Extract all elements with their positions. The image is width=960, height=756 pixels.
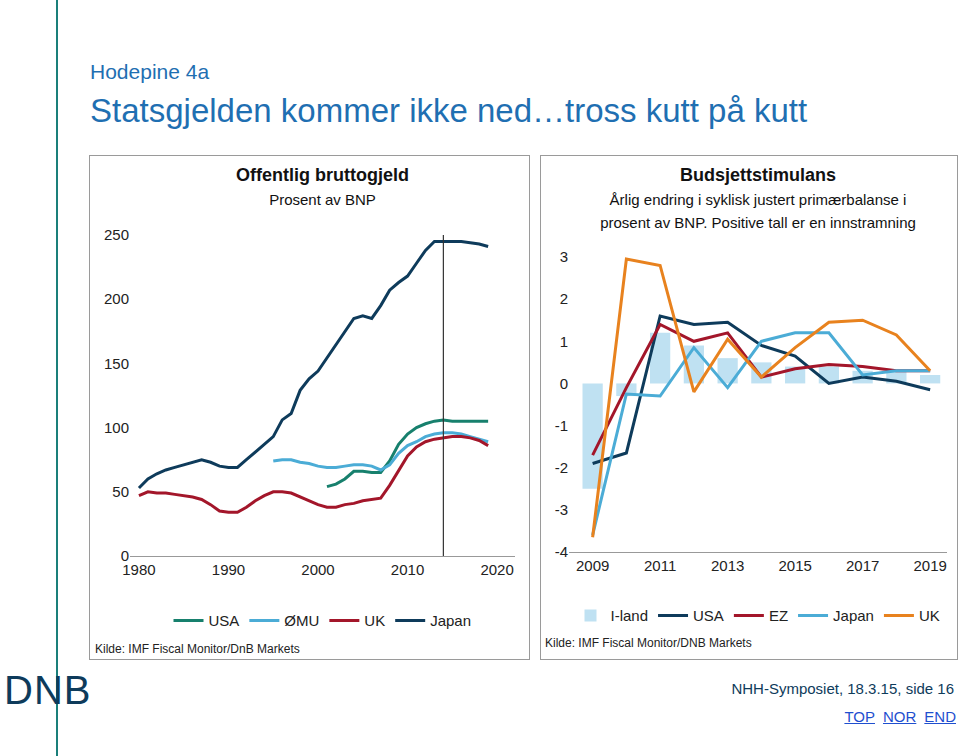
svg-text:1990: 1990 xyxy=(212,561,245,578)
svg-text:200: 200 xyxy=(104,290,129,307)
svg-text:1980: 1980 xyxy=(122,561,155,578)
svg-text:3: 3 xyxy=(560,248,568,265)
svg-text:2010: 2010 xyxy=(391,561,424,578)
svg-text:1: 1 xyxy=(560,333,568,350)
svg-text:0: 0 xyxy=(560,375,568,392)
svg-text:2015: 2015 xyxy=(778,557,811,574)
svg-text:USA: USA xyxy=(209,612,240,629)
html-text:TOP: TOP xyxy=(844,708,875,725)
svg-text:Kilde: IMF Fiscal Monitor/DNB: Kilde: IMF Fiscal Monitor/DNB Markets xyxy=(545,636,752,650)
html-text:Hodepine 4a: Hodepine 4a xyxy=(90,60,210,83)
svg-text:UK: UK xyxy=(364,612,385,629)
svg-text:ØMU: ØMU xyxy=(284,612,319,629)
svg-text:Japan: Japan xyxy=(833,607,874,624)
svg-text:150: 150 xyxy=(104,355,129,372)
html-text:NHH-Symposiet, 18.3.15, side 1: NHH-Symposiet, 18.3.15, side 16 xyxy=(731,680,954,697)
svg-text:Offentlig bruttogjeldProsent a: Offentlig bruttogjeldProsent av BNP xyxy=(236,165,409,207)
svg-text:-4: -4 xyxy=(555,543,568,560)
svg-text:250: 250 xyxy=(104,226,129,243)
svg-text:2: 2 xyxy=(560,290,568,307)
svg-text:Kilde: IMF Fiscal Monitor/DnB: Kilde: IMF Fiscal Monitor/DnB Markets xyxy=(95,642,300,656)
svg-text:2020: 2020 xyxy=(480,561,513,578)
svg-text:-2: -2 xyxy=(555,459,568,476)
html-text:END: END xyxy=(924,708,956,725)
svg-text:-1: -1 xyxy=(555,417,568,434)
svg-text:2000: 2000 xyxy=(301,561,334,578)
svg-text:2019: 2019 xyxy=(913,557,946,574)
svg-text:2017: 2017 xyxy=(846,557,879,574)
svg-text:2011: 2011 xyxy=(644,557,676,574)
svg-text:EZ: EZ xyxy=(769,607,788,624)
html-text:DNB: DNB xyxy=(4,668,92,712)
svg-text:Japan: Japan xyxy=(430,612,471,629)
svg-text:UK: UK xyxy=(919,607,940,624)
svg-text:-3: -3 xyxy=(555,501,568,518)
svg-text:2013: 2013 xyxy=(711,557,744,574)
svg-text:USA: USA xyxy=(693,607,724,624)
html-text:NOR: NOR xyxy=(883,708,917,725)
svg-text:2009: 2009 xyxy=(576,557,609,574)
svg-text:I-land: I-land xyxy=(611,607,649,624)
svg-text:100: 100 xyxy=(104,419,129,436)
svg-text:0: 0 xyxy=(121,547,129,564)
svg-text:BudsjettstimulansÅrlig endring: BudsjettstimulansÅrlig endring i syklisk… xyxy=(600,165,916,231)
html-text:Statsgjelden kommer ikke ned…t: Statsgjelden kommer ikke ned…tross kutt … xyxy=(90,92,808,129)
svg-text:50: 50 xyxy=(112,483,129,500)
